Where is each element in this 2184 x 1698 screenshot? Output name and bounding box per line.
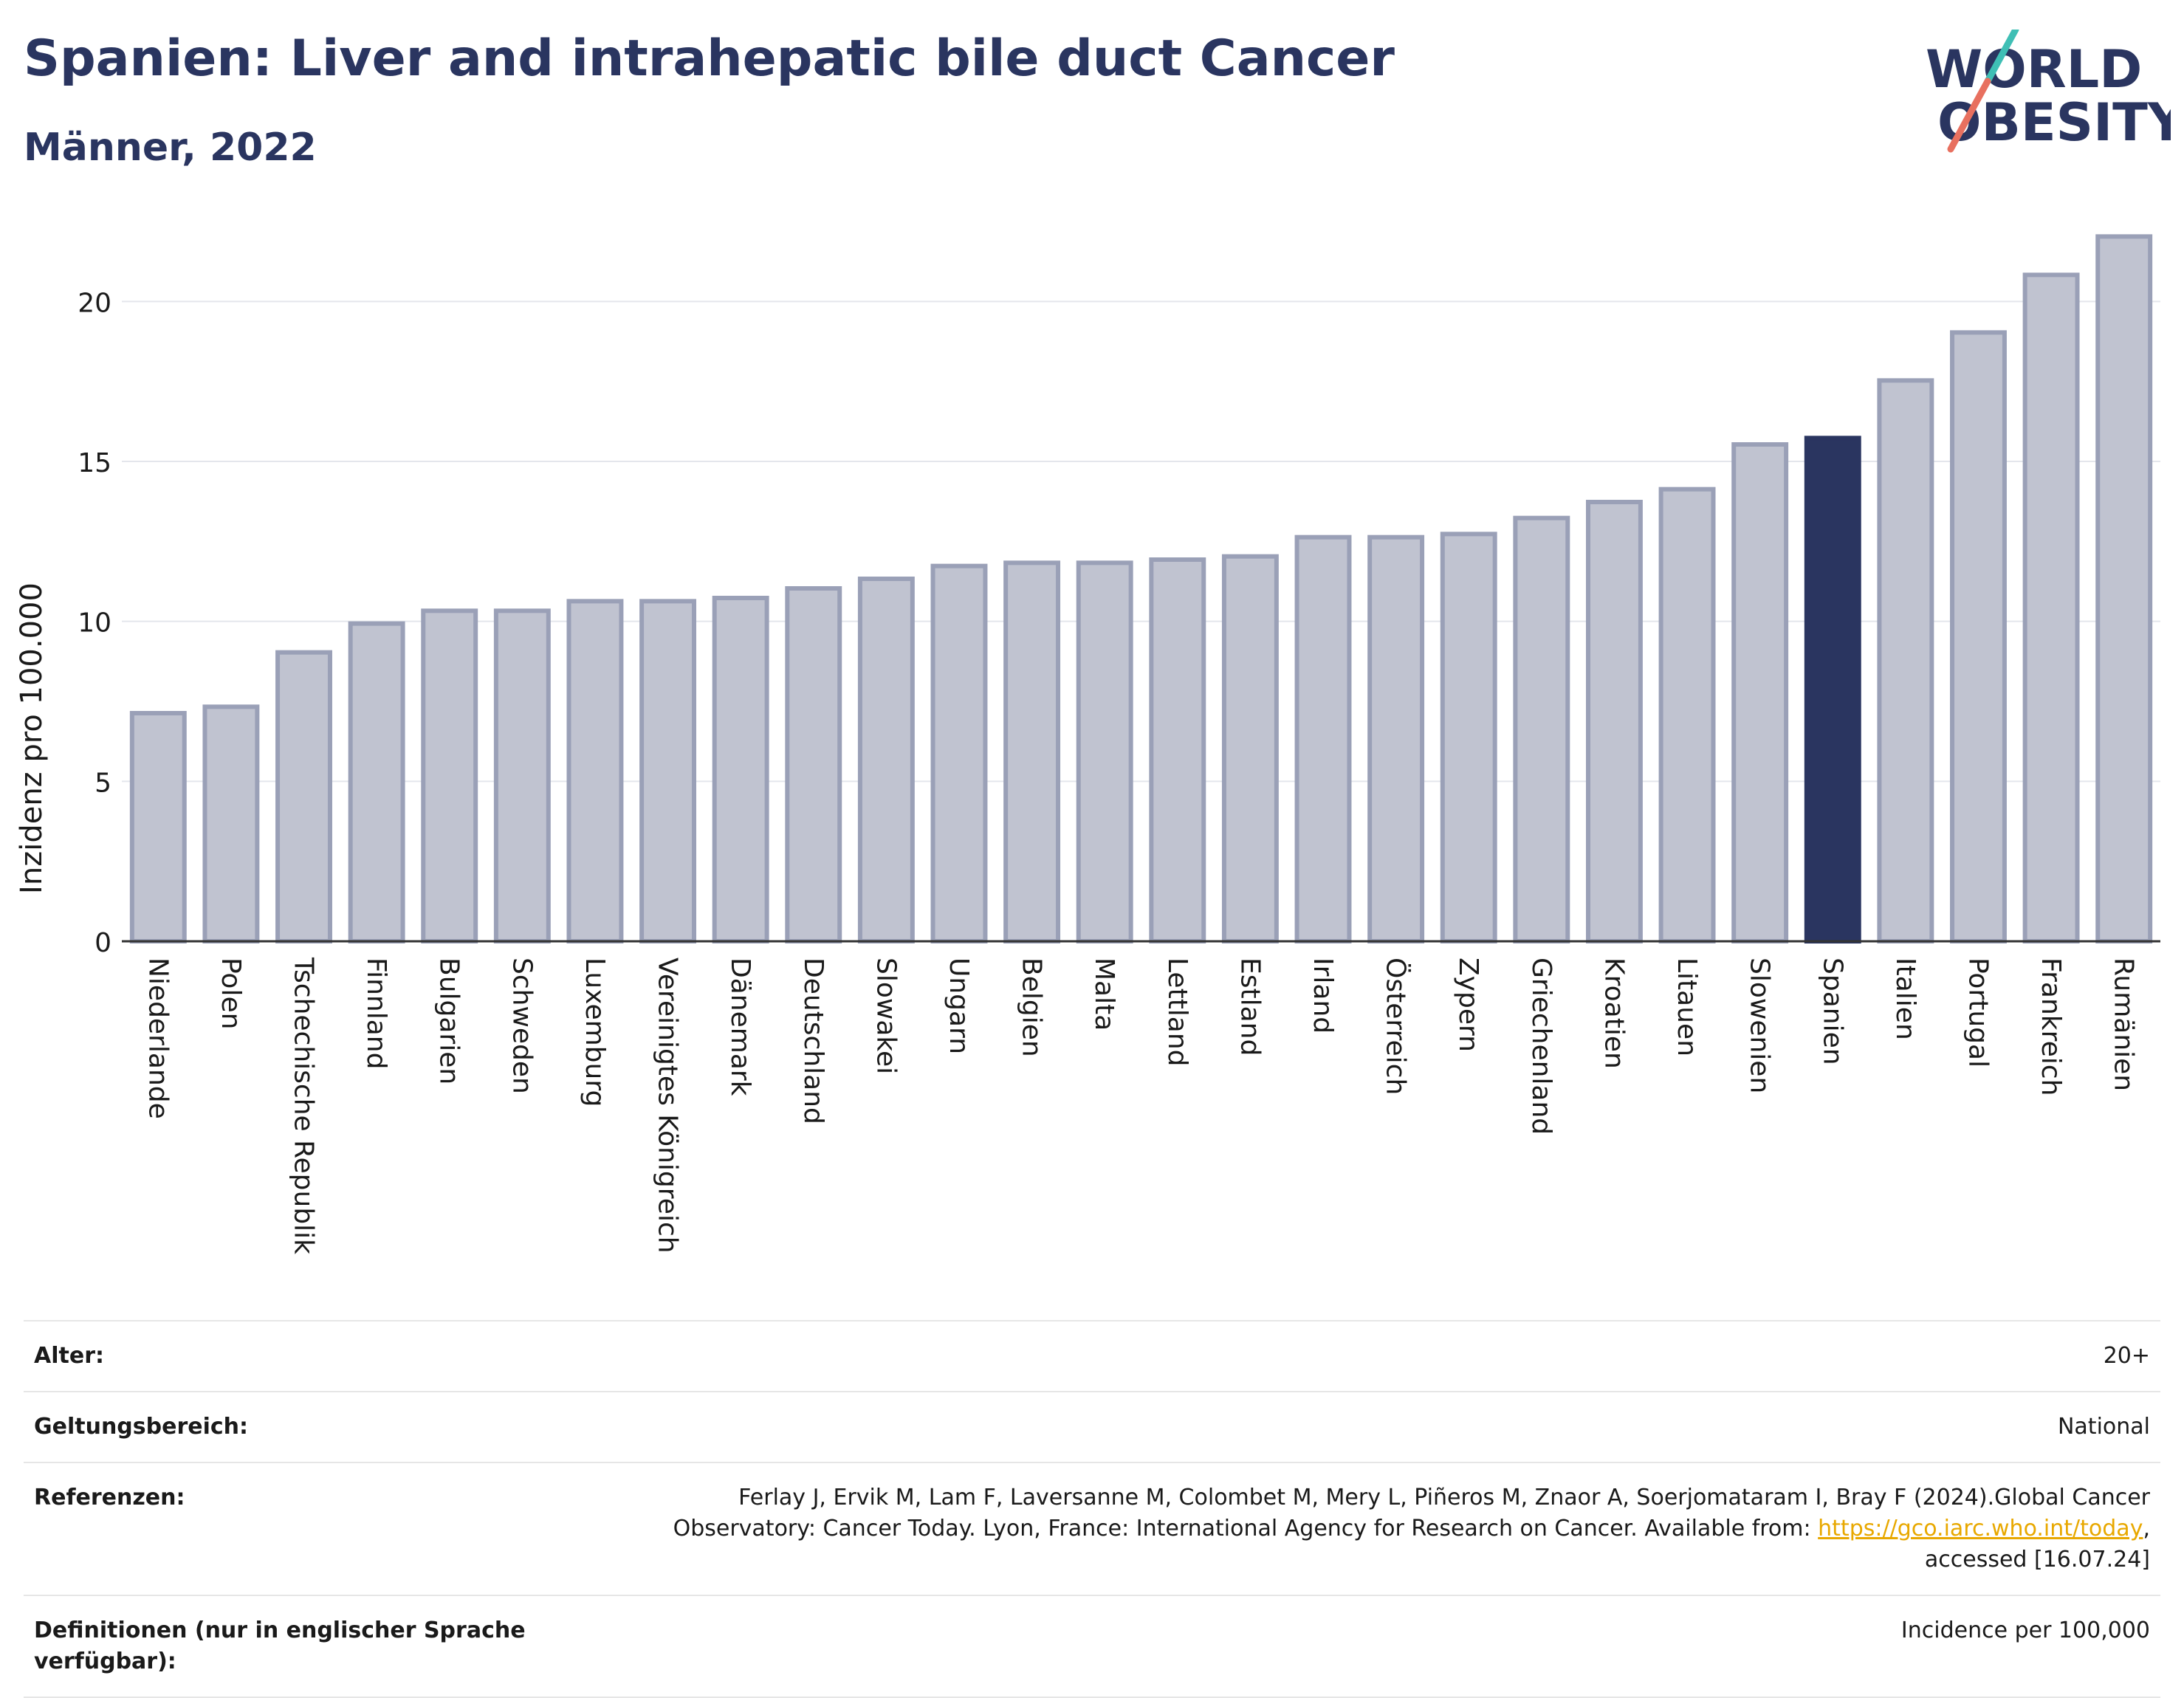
bar (1440, 532, 1497, 943)
x-tick-label: Slowenien (1745, 958, 1775, 1093)
meta-value: National (2057, 1414, 2150, 1440)
y-tick-label: 15 (78, 448, 111, 478)
x-tick-label: Frankreich (2036, 958, 2066, 1096)
bar (275, 650, 332, 944)
x-tick-label: Irland (1308, 958, 1338, 1034)
meta-row-age: Alter: 20+ (24, 1320, 2160, 1391)
meta-key: Geltungsbereich: (34, 1414, 249, 1440)
chart-title: Spanien: Liver and intrahepatic bile duc… (24, 30, 1395, 88)
x-tick-label: Luxemburg (580, 958, 610, 1107)
bar (857, 577, 915, 943)
bar (1513, 515, 1570, 943)
meta-row-scope: Geltungsbereich: National (24, 1391, 2160, 1462)
bar (129, 711, 187, 943)
y-tick-label: 10 (78, 608, 111, 639)
bar (1294, 535, 1352, 943)
x-tick-label: Österreich (1381, 958, 1412, 1095)
x-tick-label: Italien (1890, 958, 1920, 1040)
reference-link[interactable]: https://gco.iarc.who.int/today (1818, 1516, 2143, 1541)
x-tick-label: Dänemark (725, 958, 755, 1096)
bar (1367, 535, 1425, 943)
bar (1003, 560, 1061, 943)
bar (1658, 487, 1716, 943)
x-tick-label: Portugal (1962, 958, 1993, 1068)
bar (639, 599, 697, 943)
bar (348, 621, 405, 944)
meta-value: Incidence per 100,000 (1900, 1618, 2150, 1643)
bar (1950, 330, 2007, 944)
x-tick-label: Zypern (1453, 958, 1483, 1052)
meta-row-references: Referenzen: Ferlay J, Ervik M, Lam F, La… (24, 1462, 2160, 1595)
x-tick-label: Niederlande (142, 958, 173, 1119)
logo-line1: WORLD (1926, 39, 2142, 100)
x-tick-label: Slowakei (870, 958, 901, 1074)
x-tick-label: Rumänien (2109, 958, 2139, 1091)
bar (2022, 272, 2080, 944)
x-tick-label: Malta (1089, 958, 1119, 1031)
bar-chart: 0 5 10 15 20 Niederlande Polen Tschechische Rep… (78, 234, 2160, 1254)
bar (566, 599, 624, 943)
bar (1149, 557, 1206, 943)
bar-highlight (1804, 436, 1861, 943)
x-tick-label: Schweden (506, 958, 537, 1094)
x-tick-label: Tschechische Republik (289, 957, 319, 1254)
x-tick-label: Litauen (1672, 958, 1702, 1056)
x-tick-label: Finnland (361, 958, 391, 1069)
bar (1877, 378, 1934, 943)
x-tick-label: Kroatien (1598, 958, 1629, 1069)
meta-key: Referenzen: (34, 1485, 185, 1510)
bar (421, 608, 478, 943)
meta-row-definitions: Definitionen (nur in englischer Sprache … (24, 1595, 2160, 1698)
meta-value: Ferlay J, Ervik M, Lam F, Laversanne M, … (636, 1482, 2150, 1575)
bar (1585, 500, 1643, 943)
bar (1731, 442, 1789, 943)
meta-value: 20+ (2103, 1343, 2150, 1369)
x-tick-label: Estland (1234, 958, 1265, 1056)
x-tick-label: Griechenland (1526, 958, 1556, 1135)
bar (493, 608, 551, 943)
bar (785, 586, 842, 943)
meta-key: Definitionen (nur in englischer Sprache … (34, 1618, 526, 1674)
x-tick-label: Deutschland (798, 958, 828, 1124)
bar (1076, 560, 1133, 943)
x-tick-label: Vereinigtes Königreich (653, 958, 683, 1254)
meta-key: Alter: (34, 1343, 104, 1369)
x-tick-label: Belgien (1017, 958, 1047, 1057)
x-tick-label: Spanien (1817, 958, 1847, 1065)
x-tick-label: Bulgarien (434, 958, 464, 1085)
reference-text-end: , accessed [16.07.24] (1924, 1516, 2150, 1572)
bar (712, 596, 769, 943)
reference-text: Ferlay J, Ervik M, Lam F, Laversanne M, … (673, 1485, 2150, 1541)
y-tick-label: 20 (78, 288, 111, 318)
y-tick-label: 0 (95, 928, 111, 958)
bar (1221, 554, 1279, 943)
chart-subtitle: Männer, 2022 (24, 126, 317, 170)
bar (930, 563, 988, 944)
metadata-table: Alter: 20+ Geltungsbereich: National Ref… (24, 1320, 2160, 1698)
world-obesity-logo: WORLD OBESITY (1926, 30, 2171, 153)
bar (202, 704, 260, 943)
x-tick-label: Lettland (1162, 958, 1192, 1067)
bar (2095, 234, 2153, 944)
x-tick-label: Polen (216, 958, 246, 1029)
y-tick-label: 5 (95, 768, 111, 798)
x-tick-label: Ungarn (944, 958, 974, 1054)
